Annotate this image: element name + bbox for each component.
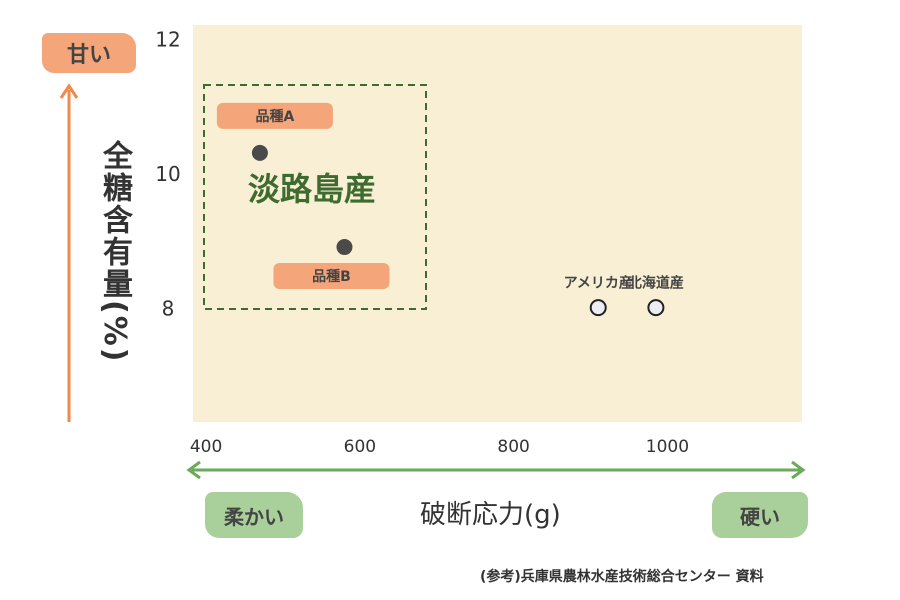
data-point: [647, 299, 665, 317]
point-label-bg: [273, 263, 390, 290]
point-label-bg: [216, 102, 333, 129]
soft-label: 柔かい: [205, 492, 303, 538]
point-label: 品種B: [312, 268, 351, 285]
point-label: 品種A: [255, 108, 294, 125]
y-axis-label: 全糖含有量(%): [97, 140, 132, 364]
hard-label: 硬い: [712, 492, 808, 538]
x-axis-label: 破断応力(g): [420, 500, 561, 530]
x-tick-label: 600: [344, 437, 376, 457]
group-label: 淡路島産: [248, 170, 376, 208]
x-tick-label: 1000: [646, 437, 689, 457]
x-arrow-right-head-icon: [791, 460, 806, 480]
group-box: [203, 84, 427, 310]
source-note: (参考)兵庫県農林水産技術総合センター 資料: [480, 569, 764, 585]
data-point: [589, 299, 607, 317]
data-point: [336, 239, 353, 256]
data-point: [251, 144, 268, 161]
plot-area: [193, 25, 802, 422]
x-tick-label: 800: [497, 437, 529, 457]
sweet-label: 甘い: [42, 33, 136, 73]
y-tick-label: 12: [155, 27, 180, 51]
point-label: 北海道産: [628, 275, 684, 292]
y-arrow-head-icon: [59, 83, 79, 99]
y-tick-label: 8: [162, 297, 175, 321]
point-label: アメリカ産: [564, 275, 633, 292]
x-tick-label: 400: [190, 437, 222, 457]
y-tick-label: 10: [155, 162, 180, 186]
x-arrow-left-head-icon: [186, 460, 201, 480]
